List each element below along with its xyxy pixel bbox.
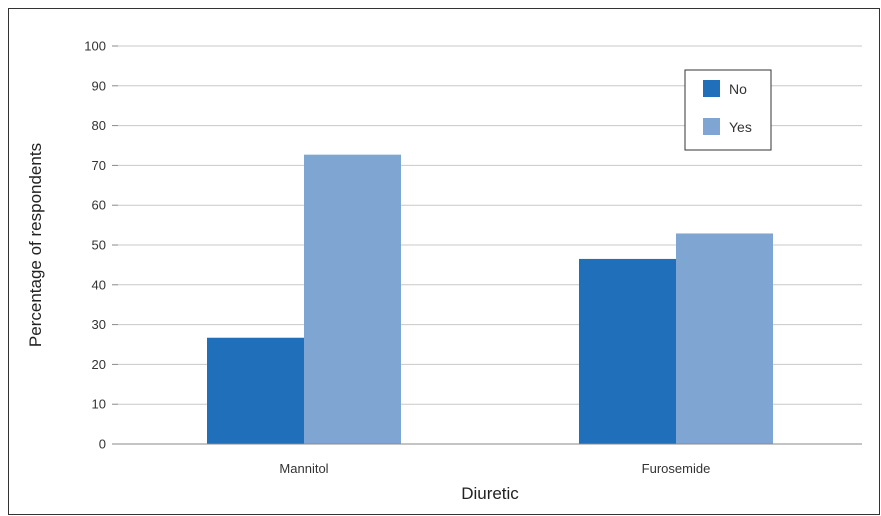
y-axis-ticks: 0 10 20 30 40 50 60 70 80 90 100: [84, 39, 118, 452]
x-axis-title: Diuretic: [461, 484, 519, 503]
y-axis-title: Percentage of respondents: [26, 143, 45, 347]
bar-mannitol-no: [207, 337, 304, 444]
y-tick-label: 40: [92, 277, 106, 292]
bar-furosemide-no: [579, 258, 676, 444]
y-tick-label: 80: [92, 118, 106, 133]
y-tick-label: 50: [92, 238, 106, 253]
bar-mannitol-yes: [304, 154, 401, 445]
legend-label-yes: Yes: [729, 119, 752, 135]
y-tick-label: 60: [92, 198, 106, 213]
legend-swatch-no: [703, 80, 720, 97]
legend-swatch-yes: [703, 118, 720, 135]
legend: No Yes: [684, 69, 772, 151]
y-tick-label: 30: [92, 317, 106, 332]
bar-furosemide-yes: [676, 233, 773, 444]
x-axis-ticks: Mannitol Furosemide: [279, 461, 710, 476]
y-tick-label: 10: [92, 397, 106, 412]
y-tick-label: 90: [92, 78, 106, 93]
y-tick-label: 100: [84, 39, 106, 54]
y-tick-label: 70: [92, 158, 106, 173]
legend-label-no: No: [729, 81, 747, 97]
bars: [207, 154, 773, 445]
legend-box: [684, 69, 772, 151]
y-tick-label: 0: [99, 437, 106, 452]
x-tick-label: Furosemide: [642, 461, 711, 476]
x-tick-label: Mannitol: [279, 461, 328, 476]
y-tick-label: 20: [92, 357, 106, 372]
